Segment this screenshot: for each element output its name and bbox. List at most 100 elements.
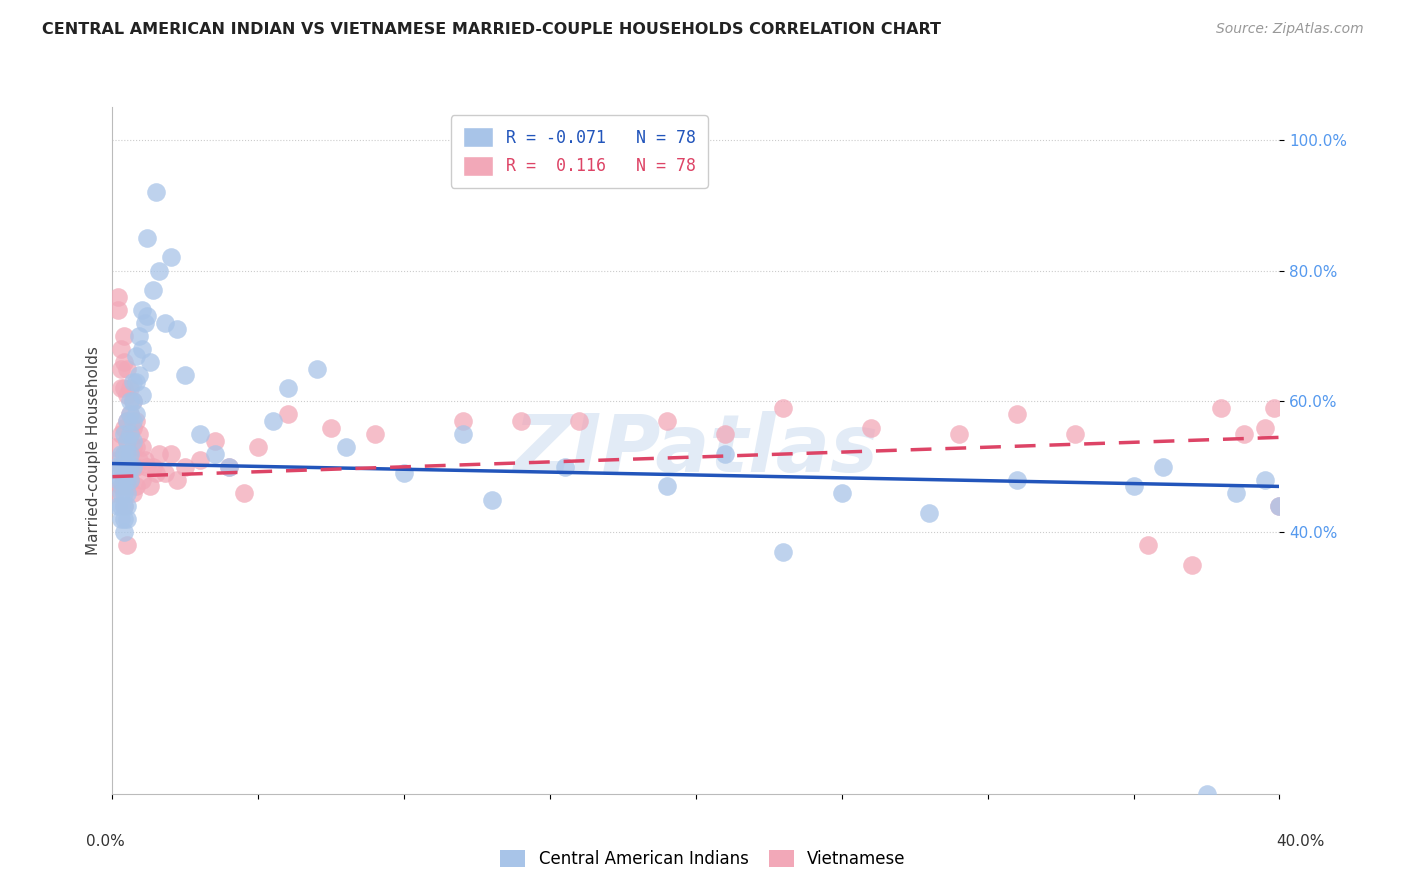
Point [509,414,531,428]
Point [115,388,138,402]
Point [153,467,176,481]
Point [112,420,135,434]
Point [110,486,132,500]
Point [1263,401,1285,415]
Point [160,447,183,461]
Point [142,283,165,297]
Point [232,486,254,500]
Point [110,479,132,493]
Point [136,310,159,324]
Point [1254,420,1277,434]
Point [131,388,153,402]
Point [112,499,135,513]
Point [112,355,135,369]
Point [160,251,183,265]
Point [153,316,176,330]
Point [860,420,883,434]
Point [115,538,138,552]
Point [104,486,127,500]
Point [481,492,503,507]
Point [110,342,132,356]
Point [772,401,794,415]
Point [714,447,737,461]
Point [204,447,226,461]
Point [554,459,576,474]
Point [128,329,150,343]
Point [115,361,138,376]
Legend: Central American Indians, Vietnamese: Central American Indians, Vietnamese [494,843,912,875]
Point [125,440,148,454]
Text: CENTRAL AMERICAN INDIAN VS VIETNAMESE MARRIED-COUPLE HOUSEHOLDS CORRELATION CHAR: CENTRAL AMERICAN INDIAN VS VIETNAMESE MA… [42,22,941,37]
Text: Source: ZipAtlas.com: Source: ZipAtlas.com [1216,22,1364,37]
Point [148,263,170,277]
Point [110,499,132,513]
Point [131,473,153,487]
Point [118,381,141,395]
Point [107,290,129,304]
Point [1225,486,1247,500]
Point [134,453,156,467]
Point [110,459,132,474]
Point [107,473,129,487]
Point [1254,473,1277,487]
Point [276,408,298,422]
Point [131,342,153,356]
Text: 40.0%: 40.0% [1277,834,1324,849]
Point [118,473,141,487]
Point [122,440,145,454]
Point [1005,408,1028,422]
Point [122,434,145,448]
Point [145,185,167,199]
Point [110,512,132,526]
Point [772,545,794,559]
Point [1122,479,1144,493]
Point [112,447,135,461]
Point [112,459,135,474]
Point [305,361,328,376]
Point [112,473,135,487]
Point [112,473,135,487]
Point [122,394,145,409]
Point [139,355,162,369]
Point [110,473,132,487]
Legend: R = -0.071   N = 78, R =  0.116   N = 78: R = -0.071 N = 78, R = 0.116 N = 78 [451,115,707,187]
Point [104,440,127,454]
Point [128,453,150,467]
Point [115,473,138,487]
Point [1137,538,1160,552]
Point [1233,427,1256,442]
Point [1195,787,1218,801]
Point [139,479,162,493]
Point [188,427,211,442]
Point [247,440,270,454]
Point [104,459,127,474]
Point [188,453,211,467]
Text: 0.0%: 0.0% [86,834,125,849]
Point [174,368,197,383]
Point [451,427,474,442]
Point [125,408,148,422]
Point [115,434,138,448]
Point [714,427,737,442]
Point [131,440,153,454]
Point [112,512,135,526]
Point [112,447,135,461]
Point [142,459,165,474]
Point [1209,401,1232,415]
Point [166,322,188,336]
Point [122,420,145,434]
Point [948,427,970,442]
Point [122,486,145,500]
Point [112,525,135,540]
Point [218,459,240,474]
Point [110,381,132,395]
Point [1268,499,1291,513]
Point [115,447,138,461]
Point [1064,427,1087,442]
Point [918,506,941,520]
Point [112,329,135,343]
Point [831,486,853,500]
Point [166,473,188,487]
Point [118,447,141,461]
Point [218,459,240,474]
